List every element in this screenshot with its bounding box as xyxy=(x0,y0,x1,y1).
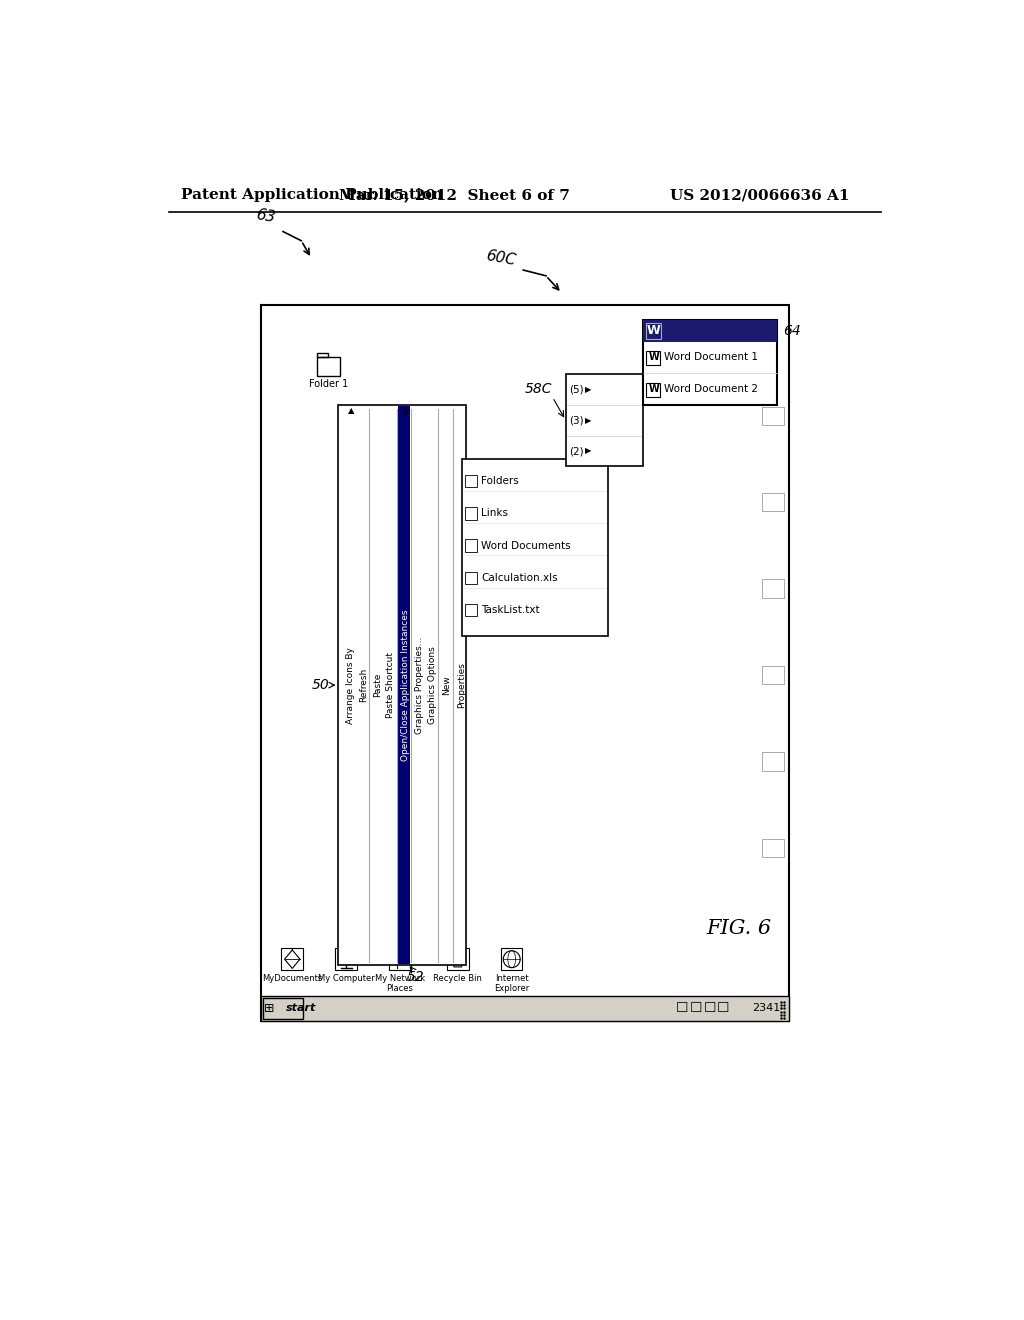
Bar xyxy=(389,954,404,964)
Bar xyxy=(643,321,777,405)
Bar xyxy=(646,383,660,397)
Text: ⊞: ⊞ xyxy=(264,1002,274,1015)
Bar xyxy=(261,997,788,1020)
Text: Calculation.xls: Calculation.xls xyxy=(481,573,557,583)
Text: Graphics Properties...: Graphics Properties... xyxy=(416,636,424,734)
Text: Recycle Bin: Recycle Bin xyxy=(433,974,482,983)
Text: Graphics Options: Graphics Options xyxy=(428,647,436,723)
Bar xyxy=(465,603,477,616)
Text: ▶: ▶ xyxy=(586,446,592,455)
Text: Folder 1: Folder 1 xyxy=(309,379,348,389)
Text: 52: 52 xyxy=(407,970,424,983)
Bar xyxy=(316,354,329,358)
Text: (2): (2) xyxy=(569,446,584,455)
Bar xyxy=(646,351,660,366)
Text: 54: 54 xyxy=(436,540,454,554)
Bar xyxy=(462,459,608,636)
Text: Open/Close Application Instances: Open/Close Application Instances xyxy=(400,610,410,760)
Text: Folders: Folders xyxy=(481,477,519,486)
Text: Word Documents: Word Documents xyxy=(481,541,570,550)
Bar xyxy=(643,321,777,342)
Text: ▲: ▲ xyxy=(347,407,354,416)
Text: start: start xyxy=(286,1003,316,1014)
Bar xyxy=(646,323,662,339)
Text: W: W xyxy=(649,352,659,363)
Text: Paste Shortcut: Paste Shortcut xyxy=(386,652,395,718)
Bar xyxy=(261,305,788,1020)
Bar xyxy=(336,948,357,970)
Bar xyxy=(762,665,783,684)
Text: Properties: Properties xyxy=(457,663,466,708)
Text: MyDocuments: MyDocuments xyxy=(262,974,323,983)
Text: ▲: ▲ xyxy=(401,407,409,416)
Text: (3): (3) xyxy=(569,416,584,425)
Text: ☐: ☐ xyxy=(676,1002,688,1015)
Text: ☐: ☐ xyxy=(689,1002,702,1015)
Text: 50: 50 xyxy=(312,678,330,692)
Text: Links: Links xyxy=(481,508,508,519)
Text: W: W xyxy=(649,384,659,393)
Bar xyxy=(392,952,408,961)
Text: 64: 64 xyxy=(783,323,801,338)
Text: 2341: 2341 xyxy=(752,1003,780,1014)
Bar xyxy=(762,579,783,598)
Text: My Network
Places: My Network Places xyxy=(375,974,425,993)
Bar xyxy=(282,948,303,970)
Text: 60C: 60C xyxy=(484,248,516,268)
Bar xyxy=(339,405,466,965)
Text: W: W xyxy=(646,325,660,338)
Bar xyxy=(339,952,354,961)
Text: Word Document 1: Word Document 1 xyxy=(665,352,758,363)
Text: 58C: 58C xyxy=(525,383,552,396)
Text: New: New xyxy=(442,676,452,694)
Text: ☐: ☐ xyxy=(703,1002,716,1015)
Text: ☐: ☐ xyxy=(717,1002,730,1015)
Bar xyxy=(465,475,477,487)
Text: US 2012/0066636 A1: US 2012/0066636 A1 xyxy=(670,189,849,202)
Bar xyxy=(398,407,411,964)
Text: ▶: ▶ xyxy=(586,385,592,393)
Text: Internet
Explorer: Internet Explorer xyxy=(495,974,529,993)
Text: Mar. 15, 2012  Sheet 6 of 7: Mar. 15, 2012 Sheet 6 of 7 xyxy=(339,189,569,202)
Text: ▶: ▶ xyxy=(586,416,592,425)
Text: TaskList.txt: TaskList.txt xyxy=(481,605,540,615)
Bar xyxy=(389,948,411,970)
Text: FIG. 6: FIG. 6 xyxy=(707,919,771,939)
Text: Arrange Icons By: Arrange Icons By xyxy=(346,647,355,723)
Bar xyxy=(762,492,783,511)
Bar xyxy=(762,838,783,857)
Text: 63: 63 xyxy=(254,207,276,226)
Bar xyxy=(316,358,340,376)
Text: Patent Application Publication: Patent Application Publication xyxy=(180,189,442,202)
Text: My Computer: My Computer xyxy=(317,974,375,983)
Text: Refresh: Refresh xyxy=(358,668,368,702)
Bar xyxy=(465,507,477,520)
Bar xyxy=(465,572,477,583)
Bar xyxy=(465,540,477,552)
Bar xyxy=(762,407,783,425)
Text: Word Document 2: Word Document 2 xyxy=(665,384,758,393)
Text: (5): (5) xyxy=(569,384,584,395)
Bar xyxy=(565,374,643,466)
Bar xyxy=(447,948,469,970)
Bar xyxy=(762,752,783,771)
Bar xyxy=(263,998,303,1019)
Text: Paste: Paste xyxy=(374,673,382,697)
Bar xyxy=(501,948,522,970)
